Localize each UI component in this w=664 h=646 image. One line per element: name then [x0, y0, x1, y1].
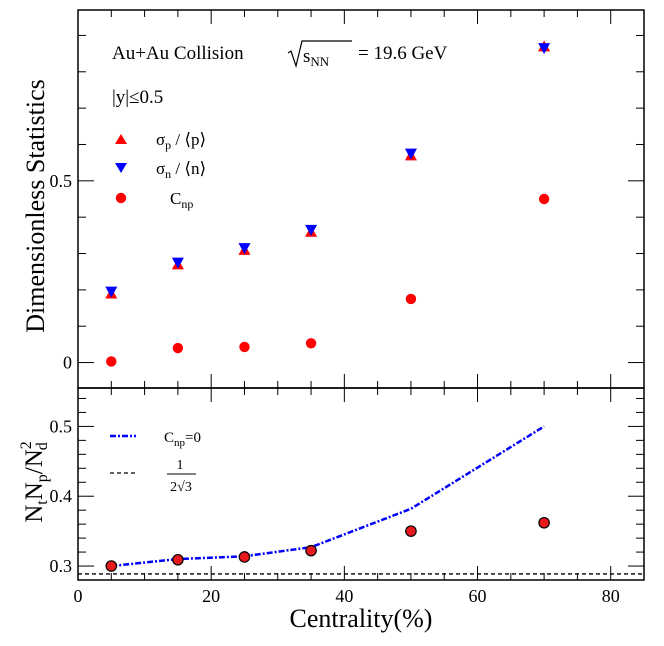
cnp-point	[305, 338, 317, 349]
legend-marker-sigma-p	[115, 134, 127, 144]
cnp-point	[405, 293, 417, 305]
top-data-marks	[105, 40, 551, 367]
legend-label-cnp0: Cnp=0	[164, 430, 201, 449]
legend-label-cnp: Cnp	[170, 189, 193, 211]
top-y-axis-title: Dimensionless Statistics	[21, 79, 50, 333]
top-y-tick-label: 0.5	[50, 171, 73, 191]
top-y-tick-label: 0	[63, 353, 72, 373]
legend-label-sigma-n: σn / ⟨n⟩	[156, 159, 206, 181]
bottom-y-axis-title: NtNp/N2d	[18, 441, 51, 523]
top-legend: σp / ⟨p⟩ σn / ⟨n⟩ Cnp	[115, 130, 206, 211]
ratio-point	[105, 560, 118, 572]
x-axis-title: Centrality(%)	[290, 604, 433, 633]
sigma-n-point	[105, 286, 118, 298]
ratio-point	[405, 525, 417, 537]
energy-value: = 19.6 GeV	[358, 43, 448, 64]
sigma-n-point	[404, 148, 417, 160]
bottom-y-tick-label: 0.3	[50, 556, 73, 576]
top-axis-ticks: 00.5	[50, 10, 645, 388]
rapidity-label: |y|≤0.5	[112, 87, 163, 108]
ratio-point	[305, 544, 317, 557]
ratio-point	[238, 551, 251, 563]
bottom-panel-frame	[77, 387, 645, 581]
energy-symbol: sNN	[303, 46, 330, 69]
x-tick-label: 0	[74, 586, 83, 606]
legend-label-sigma-p: σp / ⟨p⟩	[156, 130, 206, 152]
bottom-legend: Cnp=0 1 2√3	[110, 430, 201, 495]
bottom-y-tick-label: 0.5	[50, 416, 73, 436]
sigma-n-point	[171, 257, 184, 269]
x-tick-label: 40	[335, 586, 353, 606]
ratio-point	[538, 516, 550, 529]
sigma-n-point	[538, 43, 551, 55]
ratio-point	[172, 553, 184, 566]
sigma-n-point	[238, 243, 251, 255]
sigma-n-point	[305, 224, 318, 236]
x-tick-label: 80	[602, 586, 620, 606]
x-tick-label: 20	[202, 586, 220, 606]
sqrt-sign	[287, 40, 352, 69]
legend-marker-cnp	[115, 192, 127, 204]
top-annotation: Au+Au Collision sNN = 19.6 GeV |y|≤0.5	[112, 40, 448, 108]
cnp-point	[538, 193, 550, 205]
bottom-y-tick-label: 0.4	[50, 486, 73, 506]
cnp-point	[106, 356, 117, 367]
x-tick-label: 60	[469, 586, 487, 606]
legend-frac-den: 2√3	[170, 480, 192, 495]
legend-marker-sigma-n	[115, 163, 127, 173]
top-panel-frame	[77, 9, 645, 389]
legend-frac-num: 1	[177, 458, 184, 473]
bottom-data-marks	[78, 425, 644, 575]
cnp-point	[239, 341, 250, 353]
system-label: Au+Au Collision	[112, 43, 244, 64]
cnp-point	[172, 342, 184, 354]
cnp0-line	[111, 425, 545, 568]
